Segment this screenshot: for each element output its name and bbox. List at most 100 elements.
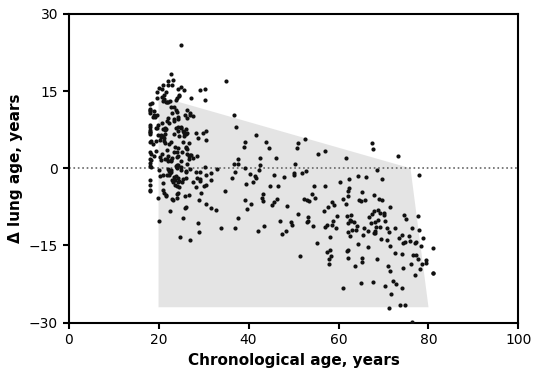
Point [243, 206, 252, 212]
Point [401, 302, 409, 308]
Point [183, 146, 191, 152]
Point [376, 236, 385, 242]
Point [163, 118, 171, 124]
Point [354, 197, 363, 203]
Point [176, 167, 185, 173]
Point [162, 126, 171, 132]
Point [145, 106, 154, 112]
Point [162, 192, 171, 198]
Point [165, 98, 174, 104]
Point [177, 179, 186, 185]
Point [414, 212, 422, 218]
Point [222, 78, 231, 84]
Point [179, 139, 187, 146]
Point [380, 210, 389, 216]
Point [158, 126, 167, 132]
Point [173, 128, 182, 134]
Point [145, 129, 154, 135]
Point [386, 268, 395, 274]
Point [207, 177, 216, 183]
Point [172, 125, 180, 131]
Point [177, 164, 185, 170]
Point [176, 125, 185, 131]
Point [156, 173, 164, 179]
Point [394, 153, 402, 159]
Point [194, 220, 202, 226]
Point [377, 197, 386, 203]
Point [177, 42, 186, 48]
Point [252, 175, 260, 181]
Point [357, 259, 366, 265]
Point [193, 153, 201, 159]
Point [148, 114, 157, 120]
Point [376, 224, 384, 230]
Point [292, 145, 301, 151]
Point [153, 195, 162, 201]
Point [161, 125, 170, 131]
Point [344, 255, 353, 261]
Point [192, 184, 201, 190]
Point [147, 152, 156, 158]
Point [159, 173, 168, 179]
Point [153, 89, 162, 95]
Point [169, 197, 178, 203]
Point [367, 211, 376, 217]
Point [290, 170, 299, 176]
Point [288, 221, 296, 227]
Point [251, 132, 260, 138]
Point [181, 205, 190, 211]
Point [376, 210, 384, 216]
Point [399, 240, 407, 246]
Point [175, 133, 184, 139]
Point [201, 164, 210, 170]
Point [303, 214, 312, 220]
Point [163, 99, 171, 105]
Point [342, 200, 351, 206]
Point [255, 155, 264, 161]
Point [271, 155, 280, 161]
Point [371, 219, 380, 225]
Point [153, 95, 161, 101]
Point [156, 154, 165, 160]
Point [161, 139, 170, 146]
Point [325, 261, 333, 267]
Point [339, 196, 347, 202]
Point [192, 169, 201, 175]
Point [357, 255, 366, 261]
Point [188, 113, 197, 119]
Point [367, 220, 375, 226]
Point [147, 157, 156, 163]
Point [164, 158, 172, 164]
Point [291, 161, 299, 167]
Point [156, 136, 164, 143]
Point [157, 132, 166, 138]
Point [172, 162, 181, 168]
Point [326, 253, 335, 259]
Point [323, 249, 332, 255]
Point [173, 154, 181, 160]
Point [158, 152, 166, 158]
Point [166, 170, 175, 176]
Point [151, 138, 160, 144]
Point [186, 237, 194, 243]
Point [231, 225, 239, 231]
Point [201, 138, 210, 144]
Point [148, 141, 157, 147]
Point [172, 183, 181, 190]
Point [406, 238, 414, 244]
Point [176, 234, 184, 240]
Point [160, 138, 169, 144]
Point [280, 174, 288, 180]
Point [384, 263, 393, 269]
Point [145, 107, 154, 113]
Point [174, 175, 183, 181]
Point [361, 197, 370, 203]
Point [196, 169, 205, 175]
Point [169, 149, 178, 155]
Point [145, 177, 154, 183]
Point [179, 128, 187, 134]
Point [183, 130, 191, 136]
Point [254, 228, 263, 234]
Point [183, 151, 191, 157]
Point [398, 232, 407, 238]
